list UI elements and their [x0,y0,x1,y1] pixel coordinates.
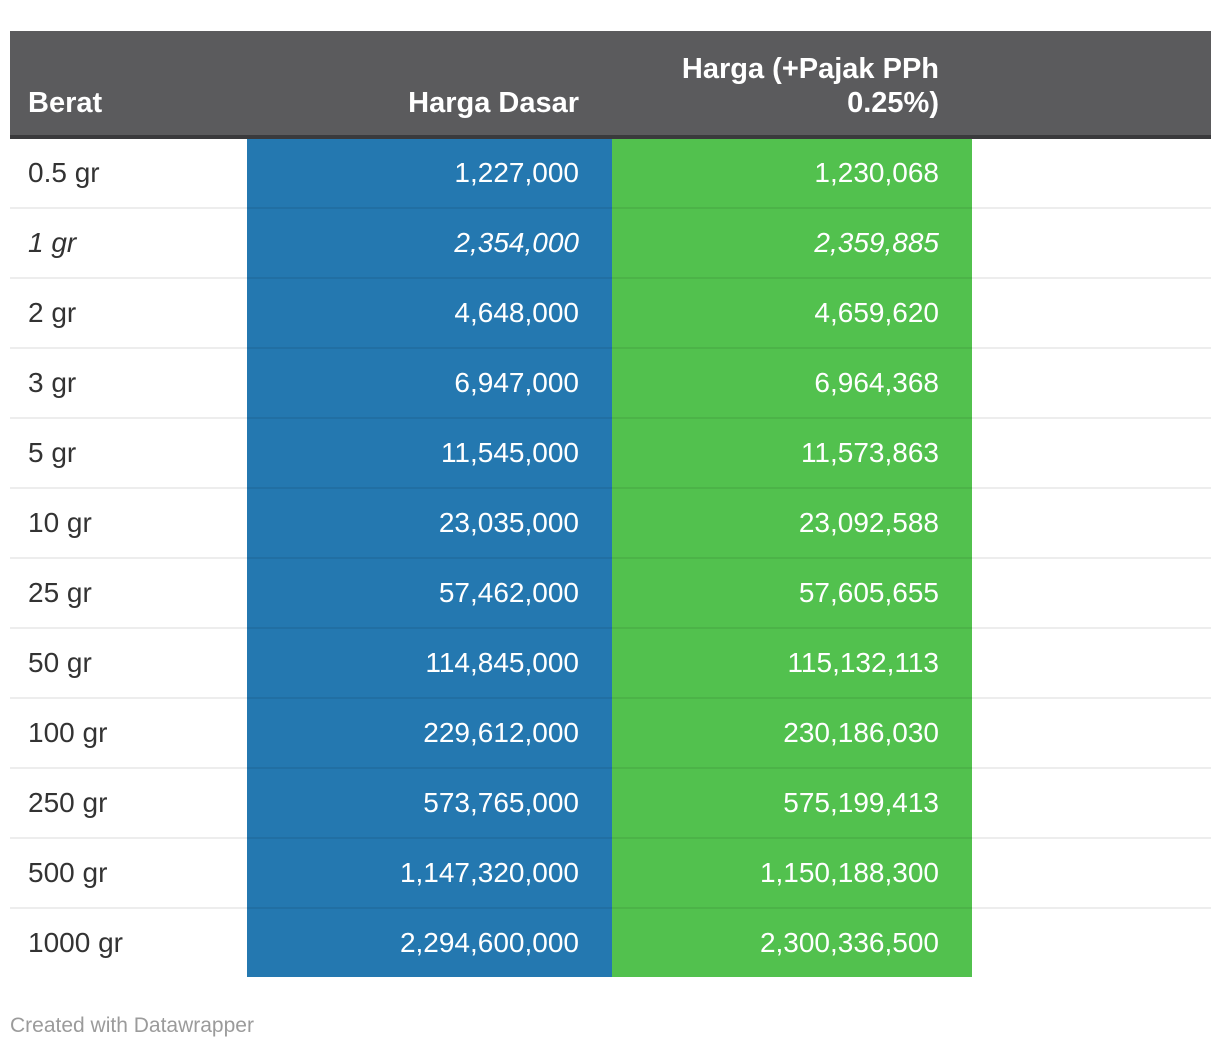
spacer-cell [972,907,1211,977]
harga-dasar-cell: 4,648,000 [247,277,612,347]
berat-cell: 10 gr [10,487,247,557]
table-row: 50 gr 114,845,000 115,132,113 [10,627,1211,697]
header-harga-pajak-line1: Harga (+Pajak PPh [681,53,939,85]
harga-pajak-cell: 11,573,863 [612,417,972,487]
gold-price-table: Berat Harga Dasar Harga (+Pajak PPh 0.25%… [10,31,1211,977]
harga-pajak-cell: 23,092,588 [612,487,972,557]
table-row: 3 gr 6,947,000 6,964,368 [10,347,1211,417]
harga-pajak-cell: 230,186,030 [612,697,972,767]
harga-pajak-cell: 4,659,620 [612,277,972,347]
header-spacer [972,31,1211,139]
table-row: 250 gr 573,765,000 575,199,413 [10,767,1211,837]
harga-pajak-cell: 2,359,885 [612,207,972,277]
spacer-cell [972,139,1211,207]
spacer-cell [972,767,1211,837]
spacer-cell [972,347,1211,417]
harga-pajak-cell: 115,132,113 [612,627,972,697]
table-row: 100 gr 229,612,000 230,186,030 [10,697,1211,767]
harga-dasar-cell: 23,035,000 [247,487,612,557]
harga-dasar-cell: 573,765,000 [247,767,612,837]
table-row: 25 gr 57,462,000 57,605,655 [10,557,1211,627]
header-harga-pajak-line2: 0.25%) [847,87,939,119]
spacer-cell [972,207,1211,277]
harga-pajak-cell: 1,230,068 [612,139,972,207]
table-row: 1 gr 2,354,000 2,359,885 [10,207,1211,277]
berat-cell: 0.5 gr [10,139,247,207]
table-row: 10 gr 23,035,000 23,092,588 [10,487,1211,557]
berat-cell: 500 gr [10,837,247,907]
berat-cell: 250 gr [10,767,247,837]
berat-cell: 3 gr [10,347,247,417]
header-harga-pajak: Harga (+Pajak PPh 0.25%) [612,31,972,139]
table-row: 5 gr 11,545,000 11,573,863 [10,417,1211,487]
berat-cell: 50 gr [10,627,247,697]
harga-dasar-cell: 2,354,000 [247,207,612,277]
table-row: 1000 gr 2,294,600,000 2,300,336,500 [10,907,1211,977]
harga-dasar-cell: 6,947,000 [247,347,612,417]
spacer-cell [972,627,1211,697]
berat-cell: 100 gr [10,697,247,767]
header-row: Berat Harga Dasar Harga (+Pajak PPh 0.25%… [10,31,1211,139]
berat-cell: 2 gr [10,277,247,347]
table-row: 2 gr 4,648,000 4,659,620 [10,277,1211,347]
table-row: 0.5 gr 1,227,000 1,230,068 [10,139,1211,207]
harga-dasar-cell: 1,147,320,000 [247,837,612,907]
spacer-cell [972,837,1211,907]
datawrapper-attribution[interactable]: Created with Datawrapper [10,1014,254,1037]
harga-dasar-cell: 1,227,000 [247,139,612,207]
berat-cell: 1000 gr [10,907,247,977]
harga-dasar-cell: 229,612,000 [247,697,612,767]
harga-pajak-cell: 2,300,336,500 [612,907,972,977]
harga-dasar-cell: 11,545,000 [247,417,612,487]
berat-cell: 25 gr [10,557,247,627]
harga-pajak-cell: 575,199,413 [612,767,972,837]
spacer-cell [972,557,1211,627]
spacer-cell [972,697,1211,767]
harga-dasar-cell: 2,294,600,000 [247,907,612,977]
harga-pajak-cell: 57,605,655 [612,557,972,627]
table-body: 0.5 gr 1,227,000 1,230,068 1 gr 2,354,00… [10,139,1211,977]
berat-cell: 1 gr [10,207,247,277]
berat-cell: 5 gr [10,417,247,487]
header-harga-dasar: Harga Dasar [247,31,612,139]
harga-dasar-cell: 114,845,000 [247,627,612,697]
table-header: Berat Harga Dasar Harga (+Pajak PPh 0.25%… [10,31,1211,139]
harga-dasar-cell: 57,462,000 [247,557,612,627]
table-row: 500 gr 1,147,320,000 1,150,188,300 [10,837,1211,907]
spacer-cell [972,277,1211,347]
harga-pajak-cell: 1,150,188,300 [612,837,972,907]
spacer-cell [972,417,1211,487]
spacer-cell [972,487,1211,557]
harga-pajak-cell: 6,964,368 [612,347,972,417]
header-berat: Berat [10,31,247,139]
